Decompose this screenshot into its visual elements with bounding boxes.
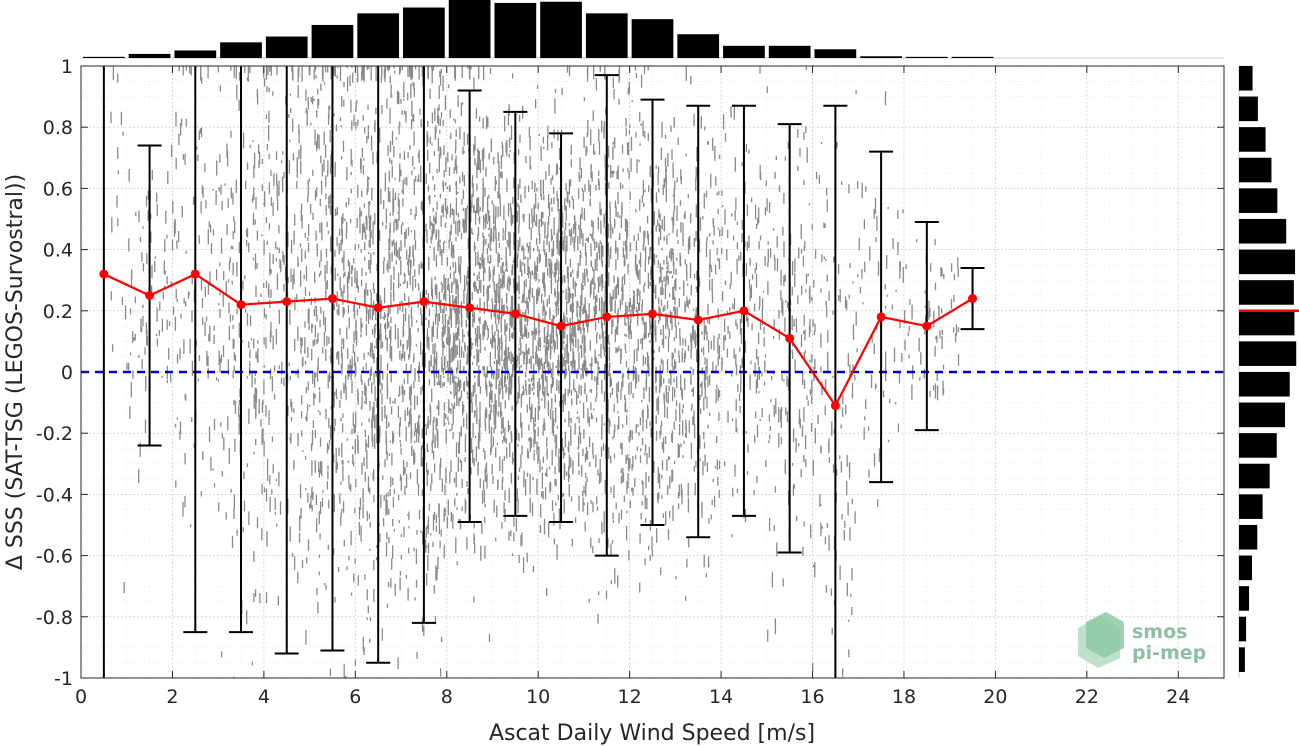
axis-ticks: 0 2 4 6 8 10 12 14 16 18 20 22 24-1-0.8-0.6-0.4-0.20… (36, 56, 1224, 708)
x-axis-label: Ascat Daily Wind Speed [m/s] (489, 721, 815, 746)
top-histogram-bar-1 (128, 53, 171, 58)
right-histogram-bar-8 (1239, 310, 1295, 336)
top-histogram-bar-18 (905, 56, 948, 58)
mean-point-19 (968, 294, 978, 304)
right-histogram-bar-9 (1239, 341, 1297, 366)
right-histogram-bar-3 (1239, 157, 1272, 183)
y-axis-label: Δ SSS (SAT-TSG (LEGOS-Survostral)) (3, 174, 28, 570)
right-histogram-bar-12 (1239, 433, 1277, 458)
x-tick-label: 16 (800, 686, 824, 708)
mean-point-6 (373, 303, 383, 313)
smos-pimep-logo: smos pi-mep (1078, 612, 1206, 668)
mean-point-8 (465, 303, 475, 313)
top-histogram-bar-2 (174, 50, 217, 58)
mean-point-13 (693, 315, 703, 325)
right-histogram-bar-2 (1239, 127, 1266, 152)
top-histogram-bar-15 (768, 45, 811, 58)
right-histogram-bar-17 (1239, 586, 1250, 611)
y-tick-label: -0.2 (36, 423, 73, 445)
right-histogram-bar-13 (1239, 463, 1270, 489)
x-tick-label: 22 (1075, 686, 1099, 708)
right-histogram-bar-1 (1239, 96, 1258, 122)
mean-point-10 (556, 321, 566, 331)
top-histogram-bar-12 (631, 19, 674, 58)
y-tick-label: 0.4 (43, 240, 73, 262)
top-histogram-bar-7 (403, 7, 445, 58)
mean-point-11 (602, 312, 612, 322)
mean-line (103, 272, 974, 408)
right-histogram-bar-18 (1239, 616, 1247, 642)
mean-point-7 (419, 297, 429, 307)
top-histogram-bar-10 (540, 1, 582, 58)
mean-point-9 (510, 309, 520, 319)
right-histogram-bar-14 (1239, 494, 1263, 519)
mean-point-0 (99, 269, 109, 279)
x-tick-label: 24 (1166, 686, 1190, 708)
right-histogram-bar-7 (1239, 280, 1294, 305)
x-tick-label: 6 (349, 686, 361, 708)
x-tick-label: 18 (892, 686, 916, 708)
mean-point-17 (876, 312, 886, 322)
y-tick-label: 0.6 (43, 178, 73, 200)
x-tick-label: 14 (709, 686, 733, 708)
right-histogram-bar-10 (1239, 371, 1290, 397)
mean-point-3 (236, 300, 246, 310)
y-tick-label: -0.4 (36, 484, 73, 506)
mean-point-5 (327, 294, 337, 304)
y-tick-label: -0.8 (36, 607, 73, 629)
x-tick-label: 10 (526, 686, 550, 708)
top-histogram-bar-17 (860, 56, 902, 58)
right-histogram-bar-11 (1239, 402, 1286, 428)
right-histogram-bar-19 (1239, 647, 1245, 672)
right-histogram-bar-5 (1239, 218, 1287, 244)
mean-series (99, 269, 978, 411)
mean-point-16 (830, 401, 840, 411)
x-tick-label: 4 (258, 686, 270, 708)
top-histogram-bar-19 (951, 56, 994, 58)
mean-point-18 (922, 321, 932, 331)
top-histogram-bar-8 (448, 0, 491, 58)
logo-text-line2: pi-mep (1132, 642, 1206, 664)
top-histogram-bar-13 (677, 34, 720, 58)
mean-point-12 (648, 309, 657, 319)
y-tick-label: -1 (54, 668, 73, 690)
top-histogram (81, 0, 1224, 59)
mean-point-2 (190, 269, 200, 279)
logo-text-line1: smos (1132, 621, 1187, 643)
right-histogram-bar-4 (1239, 188, 1278, 213)
right-histogram-bar-16 (1239, 555, 1252, 581)
x-tick-label: 2 (166, 686, 178, 708)
x-tick-label: 12 (618, 686, 642, 708)
y-tick-label: -0.6 (36, 546, 73, 568)
x-tick-label: 0 (75, 686, 87, 708)
top-histogram-bar-0 (83, 56, 125, 58)
right-histogram-bar-6 (1239, 249, 1296, 275)
logo-mark-inner (1086, 612, 1124, 658)
y-tick-label: 1 (61, 56, 73, 78)
mean-point-15 (785, 333, 795, 343)
mean-point-1 (145, 291, 155, 300)
top-histogram-bar-4 (265, 36, 308, 58)
y-tick-label: 0 (61, 362, 73, 384)
top-histogram-bar-3 (220, 42, 262, 58)
top-histogram-bar-5 (311, 24, 354, 58)
x-tick-label: 20 (983, 686, 1007, 708)
top-histogram-bar-6 (357, 13, 400, 58)
top-histogram-bar-11 (585, 13, 628, 58)
right-histogram (1238, 65, 1299, 678)
y-tick-label: 0.2 (43, 301, 73, 323)
mean-point-4 (282, 297, 292, 307)
x-tick-label: 8 (441, 686, 453, 708)
top-histogram-bar-9 (494, 2, 537, 58)
mean-point-14 (739, 306, 749, 316)
right-histogram-bar-15 (1239, 524, 1258, 550)
top-histogram-bar-14 (723, 45, 765, 58)
y-tick-label: 0.8 (43, 117, 73, 139)
top-histogram-bar-16 (814, 49, 857, 58)
right-histogram-bar-0 (1239, 65, 1253, 91)
